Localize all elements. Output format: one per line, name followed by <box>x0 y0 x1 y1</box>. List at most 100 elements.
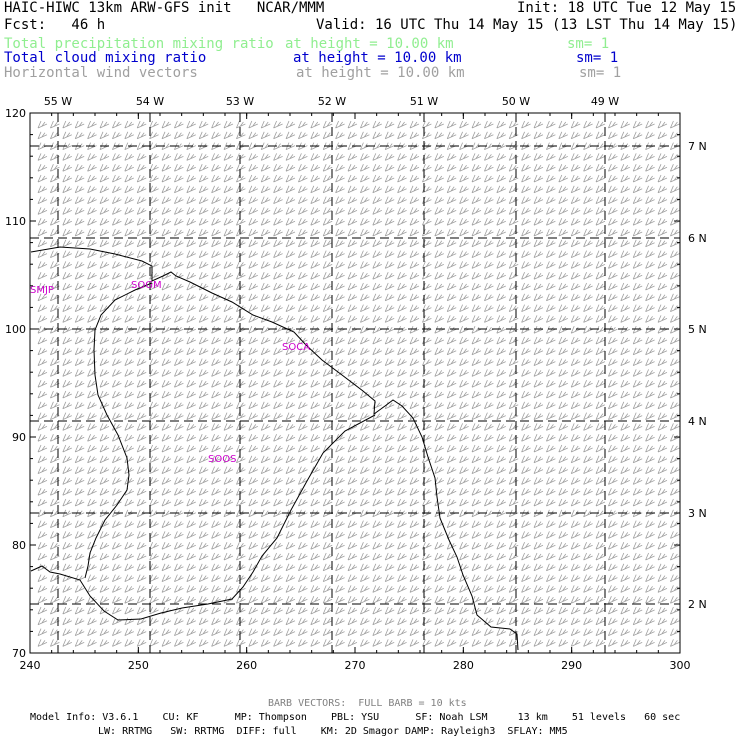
wind-barb <box>260 639 271 647</box>
wind-barb <box>608 315 618 323</box>
wind-barb <box>37 347 48 356</box>
wind-barb <box>112 153 122 161</box>
wind-barb <box>347 488 358 496</box>
wind-barb <box>198 282 209 291</box>
wind-barb <box>198 185 209 194</box>
wind-barb <box>347 552 358 561</box>
wind-barb <box>434 250 444 258</box>
wind-barb <box>124 412 134 420</box>
wind-barb <box>471 477 482 485</box>
wind-barb <box>657 596 668 604</box>
wind-barb <box>360 466 370 474</box>
wind-barb <box>446 369 457 377</box>
wind-barb <box>533 390 544 399</box>
wind-barb <box>248 639 258 647</box>
wind-barb <box>174 164 184 172</box>
wind-barb <box>273 272 283 280</box>
wind-barb <box>198 585 209 593</box>
wind-barb <box>223 542 234 550</box>
wind-barb <box>583 207 593 215</box>
wind-barb <box>546 336 556 345</box>
wind-barb <box>87 498 97 507</box>
wind-barb <box>236 552 246 561</box>
wind-barb <box>298 120 308 129</box>
wind-barb <box>521 336 531 345</box>
wind-barb <box>446 401 457 410</box>
wind-barb <box>360 261 370 269</box>
wind-barb <box>558 174 568 183</box>
wind-barb <box>496 390 506 399</box>
wind-barb <box>37 185 48 194</box>
wind-barb <box>384 477 395 485</box>
wind-barb <box>347 120 358 129</box>
wind-barb <box>136 315 147 323</box>
wind-barb <box>310 477 320 485</box>
wind-barb <box>260 293 271 302</box>
wind-barb <box>62 466 72 474</box>
wind-barb <box>558 434 568 442</box>
wind-barb <box>310 606 320 615</box>
wind-barb <box>558 369 568 377</box>
wind-barb <box>174 131 184 140</box>
wind-barb <box>161 228 172 237</box>
wind-barb <box>174 326 184 334</box>
wind-barb <box>174 401 184 410</box>
wind-barb <box>124 552 134 561</box>
wind-barb <box>521 639 531 647</box>
wind-barb <box>322 207 333 215</box>
wind-barb <box>608 228 618 237</box>
wind-barb <box>285 282 296 291</box>
wind-barb <box>484 412 494 420</box>
wind-barb <box>260 196 271 204</box>
wind-barb <box>174 477 184 485</box>
wind-barb <box>37 196 48 204</box>
wind-barb <box>459 196 469 204</box>
wind-barb <box>434 596 444 604</box>
wind-barb <box>136 542 147 550</box>
wind-barb <box>37 261 48 269</box>
wind-barb <box>645 272 655 280</box>
wind-barb <box>620 228 630 237</box>
wind-barb <box>446 261 457 269</box>
wind-barb <box>546 358 556 366</box>
wind-barb <box>347 239 358 248</box>
wind-barb <box>533 336 544 345</box>
wind-barb <box>99 477 110 485</box>
wind-barb <box>322 531 333 539</box>
latitude-label: 4 N <box>688 415 707 428</box>
wind-barb <box>99 585 110 593</box>
wind-barb <box>570 596 581 604</box>
wind-barb <box>670 628 680 636</box>
wind-barb <box>310 380 320 388</box>
wind-barb <box>570 120 581 129</box>
wind-barb <box>434 552 444 561</box>
wind-barb <box>608 380 618 388</box>
wind-barb <box>174 552 184 561</box>
wind-barb <box>570 369 581 377</box>
wind-barb <box>570 174 581 183</box>
wind-barb <box>632 585 643 593</box>
wind-barb <box>99 282 110 291</box>
wind-barb <box>236 466 246 474</box>
wind-barb <box>521 380 531 388</box>
wind-barb <box>459 164 469 172</box>
wind-barb <box>508 218 519 226</box>
wind-barb <box>298 606 308 615</box>
wind-barb <box>533 498 544 507</box>
wind-barb <box>198 131 209 140</box>
wind-barb <box>74 207 85 215</box>
wind-barb <box>124 293 134 302</box>
wind-barb <box>496 207 506 215</box>
wind-barb <box>360 185 370 194</box>
wind-barb <box>471 369 482 377</box>
wind-barb <box>645 477 655 485</box>
wind-barb <box>260 520 271 528</box>
wind-barb <box>136 628 147 636</box>
wind-barb <box>149 336 159 345</box>
wind-barb <box>434 239 444 248</box>
wind-barb <box>136 423 147 431</box>
wind-barb <box>533 207 544 215</box>
wind-barb <box>360 174 370 183</box>
wind-barb <box>446 282 457 291</box>
wind-barb <box>360 131 370 140</box>
